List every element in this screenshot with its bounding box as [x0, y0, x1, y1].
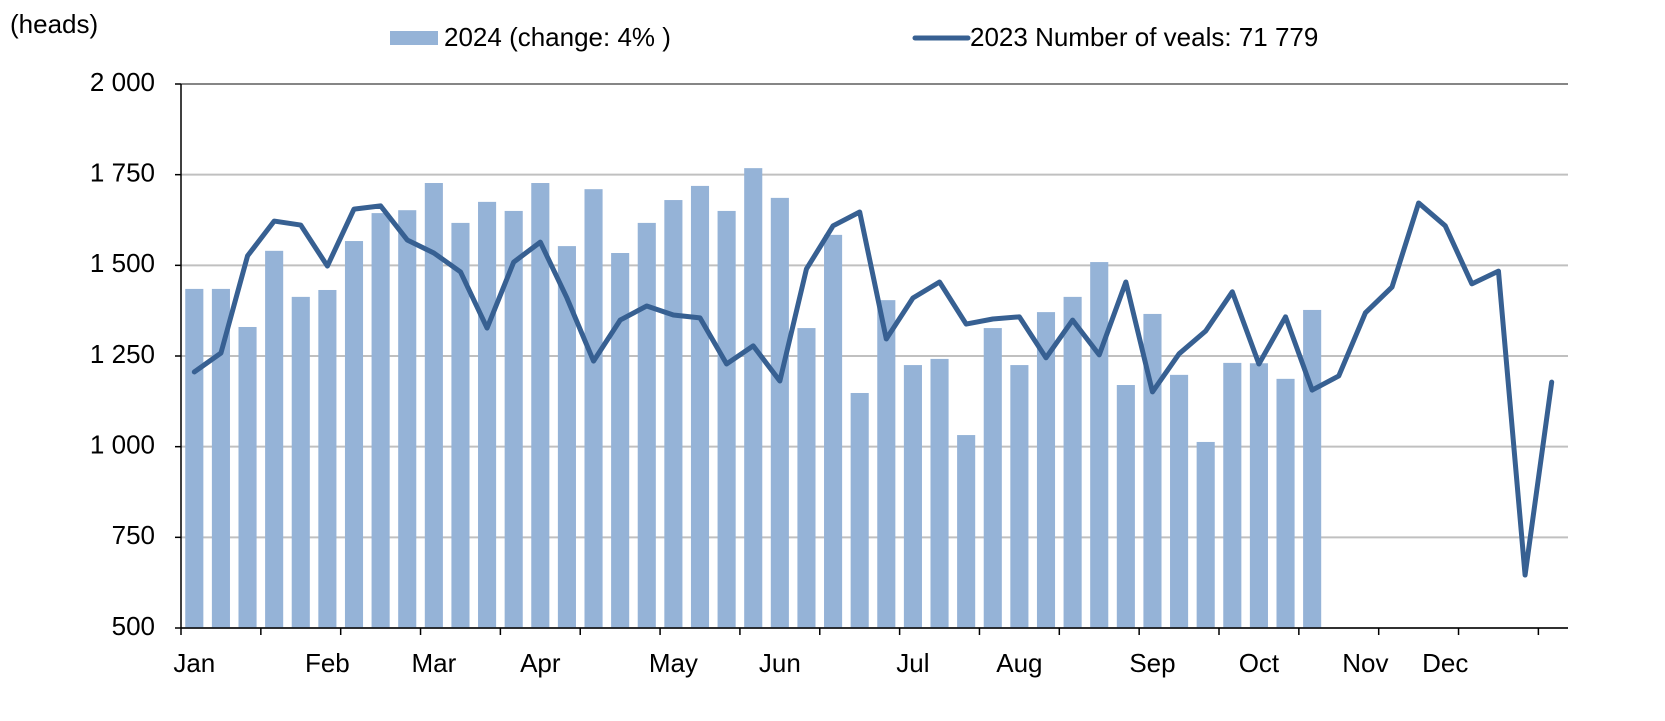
bar	[478, 201, 497, 628]
y-tick-label: 750	[112, 520, 155, 550]
y-tick-label: 1 750	[90, 158, 155, 188]
bar	[797, 328, 816, 628]
x-tick-label: Dec	[1422, 648, 1468, 678]
x-tick-label: Oct	[1239, 648, 1280, 678]
bar	[504, 210, 523, 628]
bar	[238, 326, 257, 628]
bar	[930, 358, 949, 628]
y-axis-label: (heads)	[10, 9, 98, 39]
bar	[584, 189, 603, 628]
bar	[371, 213, 390, 629]
bar	[1090, 262, 1109, 628]
bar	[717, 210, 736, 628]
bar	[690, 185, 710, 628]
x-tick-label: May	[649, 648, 698, 678]
bar	[1010, 365, 1029, 628]
bar	[211, 288, 230, 628]
line	[191, 200, 1555, 578]
y-tick-label: 1 500	[90, 248, 155, 278]
bar	[318, 289, 337, 628]
bar	[903, 365, 922, 628]
x-tick-label: Jun	[759, 648, 801, 678]
bar	[824, 234, 843, 629]
bar	[1276, 378, 1295, 628]
x-tick-label: Mar	[411, 648, 456, 678]
bar	[957, 435, 976, 628]
y-tick-label: 500	[112, 611, 155, 641]
bar	[611, 253, 630, 628]
bar	[1036, 312, 1056, 628]
bar	[983, 328, 1002, 628]
bar	[1063, 296, 1082, 628]
x-tick-label: Sep	[1129, 648, 1175, 678]
y-tick-label: 1 000	[90, 430, 155, 460]
bar	[344, 241, 364, 628]
bar	[664, 200, 683, 628]
bar	[185, 288, 204, 628]
bar	[1170, 374, 1189, 628]
bar	[1249, 363, 1268, 628]
bar	[850, 392, 869, 628]
bar	[637, 222, 656, 628]
x-tick-label: Apr	[520, 648, 561, 678]
bar	[424, 183, 443, 628]
bar	[770, 197, 789, 629]
bar	[877, 300, 896, 628]
x-tick-label: Jul	[896, 648, 929, 678]
bar	[1143, 313, 1162, 628]
x-tick-label: Feb	[305, 648, 350, 678]
y-tick-label: 2 000	[90, 67, 155, 97]
bar	[451, 222, 470, 628]
bar	[265, 250, 284, 628]
bar	[557, 246, 576, 628]
bar	[744, 168, 763, 628]
legend-label: 2024 (change: 4% )	[444, 22, 671, 52]
y-tick-label: 1 250	[90, 339, 155, 369]
bar	[1303, 309, 1322, 628]
bar	[398, 210, 417, 628]
bar	[1223, 362, 1242, 628]
x-tick-label: Aug	[996, 648, 1042, 678]
bar	[1116, 385, 1135, 628]
bar	[291, 296, 310, 628]
legend-label: 2023 Number of veals: 71 779	[970, 22, 1318, 52]
bar	[531, 183, 550, 628]
x-tick-label: Nov	[1342, 648, 1388, 678]
legend-swatch	[390, 31, 438, 45]
x-tick-label: Jan	[173, 648, 215, 678]
bar	[1196, 441, 1215, 628]
